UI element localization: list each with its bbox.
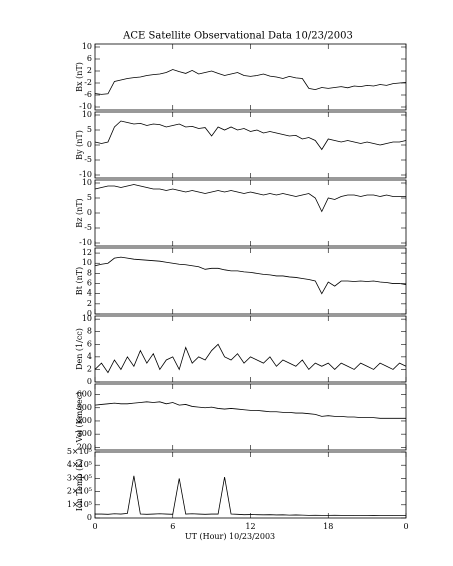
- y-tick-label: 10: [82, 178, 92, 187]
- y-tick-label: -5: [84, 155, 92, 164]
- y-tick-label: 2: [87, 66, 92, 75]
- y-axis-label: Ion Temp (K): [75, 459, 84, 512]
- y-tick-label: -6: [84, 90, 92, 99]
- x-tick-label: 0: [92, 522, 97, 531]
- y-tick-label: 200: [77, 442, 92, 451]
- y-tick-label: 5: [87, 193, 92, 202]
- y-tick-label: 2: [87, 299, 92, 308]
- chart-title: ACE Satellite Observational Data 10/23/2…: [122, 31, 353, 42]
- y-tick-label: 10: [82, 110, 92, 119]
- y-tick-label: 5×10⁵: [67, 447, 92, 456]
- y-tick-label: 0: [87, 309, 92, 318]
- y-tick-label: 6: [87, 339, 92, 348]
- y-axis-label: Bt (nT): [75, 267, 84, 295]
- y-tick-label: -10: [79, 238, 92, 247]
- y-tick-label: 3×10⁵: [67, 473, 92, 482]
- data-line: [95, 475, 407, 516]
- y-tick-label: 300: [77, 429, 92, 438]
- y-tick-label: -10: [79, 102, 92, 111]
- y-axis-label: Den (1/cc): [75, 328, 84, 370]
- y-tick-label: 4: [87, 352, 92, 361]
- y-tick-label: 0: [87, 208, 92, 217]
- y-tick-label: 600: [77, 390, 92, 399]
- y-tick-label: -5: [84, 223, 92, 232]
- y-tick-label: 4: [87, 289, 92, 298]
- y-tick-label: 10: [82, 258, 92, 267]
- y-tick-label: 0: [87, 513, 92, 522]
- y-tick-label: 10: [82, 42, 92, 51]
- y-axis-label: Bz (nT): [75, 198, 84, 227]
- data-line: [94, 69, 407, 95]
- y-axis-label: Vel (Km/sec): [75, 392, 84, 444]
- y-tick-label: -10: [79, 170, 92, 179]
- x-tick-label: 6: [170, 522, 175, 531]
- y-axis-label: Bx (nT): [75, 62, 84, 92]
- y-tick-label: -2: [84, 78, 92, 87]
- x-tick-label: 12: [245, 522, 255, 531]
- x-tick-label: 0: [403, 522, 408, 531]
- y-tick-label: 6: [87, 279, 92, 288]
- y-axis-label: By (nT): [75, 130, 84, 160]
- y-tick-label: 400: [77, 416, 92, 425]
- y-tick-label: 5: [87, 125, 92, 134]
- y-tick-label: 8: [87, 327, 92, 336]
- y-tick-label: 4×10⁵: [67, 460, 92, 469]
- y-tick-label: 2×10⁵: [67, 487, 92, 496]
- y-tick-label: 0: [87, 377, 92, 386]
- x-tick-label: 18: [323, 522, 333, 531]
- y-tick-label: 1×10⁵: [67, 500, 92, 509]
- data-line: [94, 401, 406, 419]
- data-line: [94, 120, 407, 151]
- y-tick-label: 12: [82, 248, 92, 257]
- y-tick-label: 8: [87, 268, 92, 277]
- y-tick-label: 2: [87, 364, 92, 373]
- y-tick-label: 0: [87, 140, 92, 149]
- data-line: [94, 343, 407, 374]
- data-line: [94, 184, 406, 213]
- x-axis-label: UT (Hour) 10/23/2003: [185, 532, 275, 541]
- y-tick-label: 10: [82, 314, 92, 323]
- y-tick-label: 500: [77, 403, 92, 412]
- data-line: [94, 256, 407, 295]
- y-tick-label: 6: [87, 54, 92, 63]
